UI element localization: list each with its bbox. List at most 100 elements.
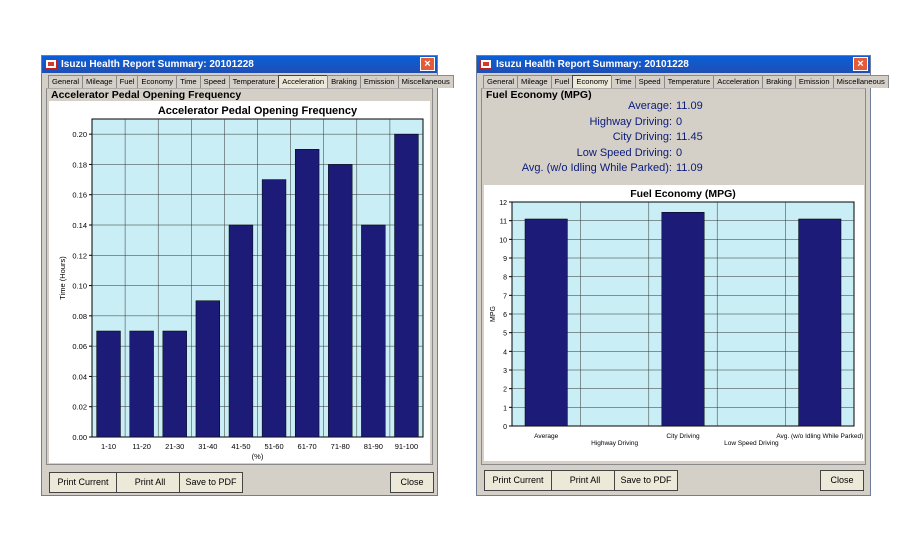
x-tick-label: 21-30 [165, 442, 184, 451]
x-tick-label: City Driving [666, 433, 700, 440]
x-tick-label: 61-70 [298, 442, 317, 451]
tab-braking[interactable]: Braking [762, 75, 796, 88]
tab-general[interactable]: General [483, 75, 519, 88]
bar [394, 133, 419, 438]
bar [96, 330, 121, 438]
save-to-pdf-button[interactable]: Save to PDF [179, 472, 243, 493]
tab-miscellaneous[interactable]: Miscellaneous [832, 75, 889, 88]
y-tick-label: 0.10 [72, 282, 87, 291]
window-title: Isuzu Health Report Summary: 20101228 [496, 59, 689, 70]
tab-time[interactable]: Time [611, 75, 636, 88]
x-tick-label: 1-10 [101, 442, 116, 451]
app-icon [45, 59, 57, 69]
x-tick-label: Highway Driving [591, 440, 638, 447]
x-axis-label: (%) [252, 452, 264, 461]
bar [294, 149, 320, 438]
x-tick-label: 31-40 [198, 442, 217, 451]
bar [129, 330, 154, 438]
tab-fuel[interactable]: Fuel [550, 75, 574, 88]
y-tick-label: 0.00 [72, 433, 87, 442]
group-title: Accelerator Pedal Opening Frequency [51, 89, 242, 101]
stat-value: 0 [676, 115, 683, 128]
bar [328, 164, 353, 438]
save-to-pdf-button[interactable]: Save to PDF [614, 470, 678, 491]
tab-emission[interactable]: Emission [359, 75, 399, 88]
close-button[interactable]: Close [390, 472, 434, 493]
stat-value: 11.09 [676, 100, 703, 112]
print-all-button[interactable]: Print All [551, 470, 619, 491]
tab-temperature[interactable]: Temperature [663, 75, 715, 88]
print-current-button[interactable]: Print Current [484, 470, 552, 491]
x-tick-label: Average [534, 433, 558, 440]
tab-acceleration[interactable]: Acceleration [713, 75, 764, 88]
y-tick-label: 7 [503, 293, 507, 300]
stat-label: Avg. (w/o Idling While Parked): [521, 162, 672, 174]
chart-title: Fuel Economy (MPG) [630, 188, 736, 200]
x-tick-label: 71-80 [331, 442, 350, 451]
x-tick-label: Avg. (w/o Idling While Parked) [776, 433, 863, 440]
y-tick-label: 1 [503, 405, 507, 412]
stat-value: 11.09 [676, 162, 703, 174]
bar [228, 224, 254, 438]
close-icon[interactable]: × [420, 57, 435, 71]
y-tick-label: 8 [503, 275, 507, 282]
economy-report-window: Isuzu Health Report Summary: 20101228 × … [476, 55, 889, 496]
y-tick-label: 11 [500, 219, 507, 226]
tab-miscellaneous[interactable]: Miscellaneous [397, 75, 454, 88]
bar [661, 212, 705, 427]
y-tick-label: 0.18 [72, 160, 87, 169]
y-tick-label: 0.06 [72, 342, 87, 351]
y-tick-label: 0.12 [72, 251, 87, 260]
accelerator-chart-svg: Accelerator Pedal Opening Frequency 0.00 0… [58, 105, 424, 461]
close-button[interactable]: Close [820, 470, 864, 491]
y-tick-label: 0 [503, 424, 507, 431]
title-bar[interactable]: Isuzu Health Report Summary: 20101228 × [477, 56, 870, 73]
tab-braking[interactable]: Braking [327, 75, 361, 88]
y-axis-label: Time (Hours) [58, 256, 67, 300]
bar [798, 218, 842, 427]
y-tick-label: 0.16 [72, 191, 87, 200]
tab-economy[interactable]: Economy [572, 75, 613, 88]
window-title: Isuzu Health Report Summary: 20101228 [61, 59, 254, 70]
y-tick-label: 0.02 [72, 403, 87, 412]
x-tick-label: 81-90 [364, 442, 383, 451]
print-current-button[interactable]: Print Current [49, 472, 117, 493]
y-axis-label: MPG [490, 306, 497, 322]
stat-value: 11.45 [676, 131, 703, 143]
y-tick-label: 5 [503, 331, 507, 338]
tab-general[interactable]: General [48, 75, 84, 88]
tab-speed[interactable]: Speed [199, 75, 230, 88]
stat-label: Low Speed Driving: [576, 146, 672, 159]
stat-label: Highway Driving: [589, 115, 672, 128]
bar [524, 218, 568, 427]
print-all-button[interactable]: Print All [116, 472, 184, 493]
tab-mileage[interactable]: Mileage [82, 75, 117, 88]
bar [261, 179, 287, 438]
y-tick-label: 3 [503, 368, 507, 375]
x-tick-label: 41-50 [231, 442, 250, 451]
y-tick-label: 2 [503, 387, 507, 394]
tab-time[interactable]: Time [176, 75, 201, 88]
app-icon [480, 59, 492, 69]
y-tick-label: 10 [499, 237, 507, 244]
fuel-economy-chart-svg: Fuel Economy (MPG)0123456789101112Averag… [490, 188, 863, 447]
tab-emission[interactable]: Emission [794, 75, 834, 88]
x-tick-label: 11-20 [132, 442, 151, 451]
close-icon[interactable]: × [853, 57, 868, 71]
tab-temperature[interactable]: Temperature [228, 75, 280, 88]
tab-speed[interactable]: Speed [634, 75, 665, 88]
tab-economy[interactable]: Economy [137, 75, 178, 88]
tab-acceleration[interactable]: Acceleration [278, 75, 329, 88]
title-bar[interactable]: Isuzu Health Report Summary: 20101228 × [42, 56, 437, 73]
group-title: Fuel Economy (MPG) [486, 89, 592, 101]
tab-strip: General Mileage Fuel Economy Time Speed Temper… [483, 75, 889, 88]
tab-fuel[interactable]: Fuel [115, 75, 139, 88]
tab-panel [481, 88, 866, 465]
tab-strip: General Mileage Fuel Economy Time Speed Temper… [48, 75, 454, 88]
y-tick-label: 6 [503, 312, 507, 319]
y-tick-label: 0.20 [72, 130, 87, 139]
tab-mileage[interactable]: Mileage [517, 75, 552, 88]
stat-value: 0 [676, 146, 683, 159]
bar [162, 330, 187, 438]
bar [361, 224, 386, 438]
